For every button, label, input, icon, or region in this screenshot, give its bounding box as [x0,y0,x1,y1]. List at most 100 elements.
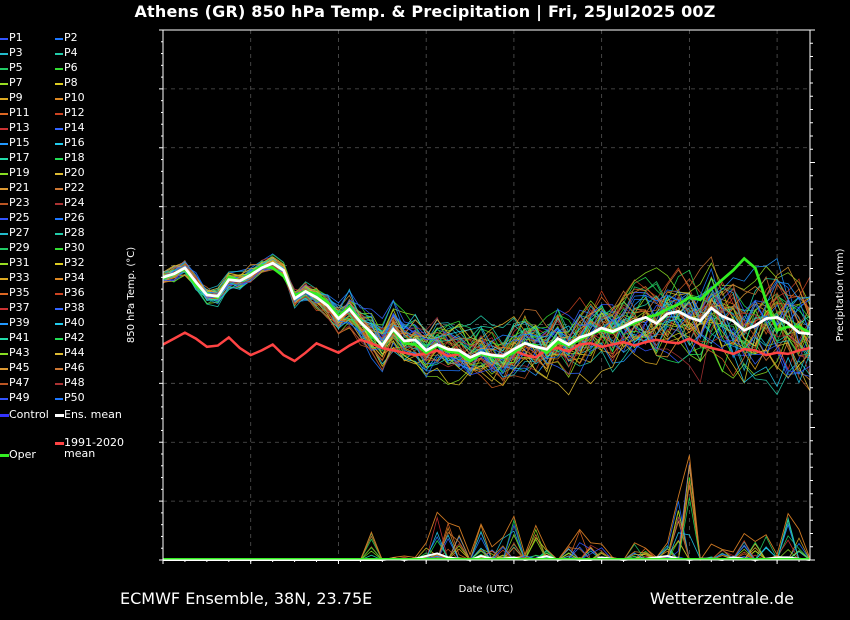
legend-swatch [55,128,63,130]
precip-max-line [163,455,811,562]
legend-swatch [55,323,63,325]
legend-label: P19 [9,166,30,179]
legend-label: P49 [9,391,30,404]
legend-label: P25 [9,211,30,224]
legend-label: P38 [64,301,85,314]
legend-label: P23 [9,196,30,209]
legend-swatch [0,353,8,355]
member-precip-p42 [163,497,811,561]
legend-label: P32 [64,256,85,269]
legend-swatch [55,143,63,145]
legend-label: P9 [9,91,23,104]
legend-swatch [0,383,8,385]
legend-swatch [0,454,9,457]
legend-label: P2 [64,31,78,44]
legend-label: P35 [9,286,30,299]
legend-swatch [55,98,63,100]
legend-label: P1 [9,31,23,44]
legend-swatch [0,53,8,55]
legend-swatch [0,173,8,175]
legend-swatch [0,128,8,130]
legend-label: P50 [64,391,85,404]
x-axis-label: Date (UTC) [459,584,514,595]
legend-label: P11 [9,106,30,119]
legend-swatch [55,203,63,205]
footer-source: ECMWF Ensemble, 38N, 23.75E [120,589,373,608]
legend-label: P27 [9,226,30,239]
legend-label: P47 [9,376,30,389]
legend-swatch [55,368,63,370]
legend-swatch [0,414,9,417]
legend-label: Oper [9,448,36,461]
legend-swatch [0,83,8,85]
legend-swatch [0,398,8,400]
legend-label: P10 [64,91,85,104]
legend-label: P46 [64,361,85,374]
member-line-p45 [162,260,811,370]
legend-swatch [0,68,8,70]
legend-swatch [55,308,63,310]
legend-swatch [55,233,63,235]
legend-label: P7 [9,76,23,89]
legend-swatch [0,278,8,280]
member-line-p46 [162,256,811,366]
legend-swatch [0,38,8,40]
legend-swatch [55,398,63,400]
legend-label: P3 [9,46,23,59]
legend-swatch [55,53,63,55]
legend-label: P26 [64,211,85,224]
legend-label: Ens. mean [64,408,122,421]
legend-label: P37 [9,301,30,314]
member-precip-p6 [163,477,810,561]
legend-swatch [0,98,8,100]
y-axis-label: 850 hPa Temp. (°C) [126,247,137,343]
legend-label: P8 [64,76,78,89]
legend-label: P22 [64,181,85,194]
legend-swatch [0,323,8,325]
legend-label: P31 [9,256,30,269]
legend-swatch [0,233,8,235]
legend-swatch [55,68,63,70]
legend-swatch [55,158,63,160]
legend-swatch [55,188,63,190]
member-line-p40 [162,259,811,388]
legend-swatch [0,113,8,115]
legend-label: P24 [64,196,85,209]
legend-label: P13 [9,121,30,134]
chart-title: Athens (GR) 850 hPa Temp. & Precipitatio… [134,2,716,21]
legend-label: P30 [64,241,85,254]
legend-swatch [0,263,8,265]
legend-swatch [55,248,63,250]
y2-axis-label: Precipitation (mm) [835,248,846,341]
legend-swatch [55,263,63,265]
legend-swatch [55,38,63,40]
legend-label: P12 [64,106,85,119]
legend-swatch [0,308,8,310]
legend-swatch [0,188,8,190]
legend-label: P41 [9,331,30,344]
legend-label: 1991-2020 mean [64,436,124,460]
legend-swatch [0,368,8,370]
legend-label: P33 [9,271,30,284]
legend-label: P28 [64,226,85,239]
footer-site: Wetterzentrale.de [649,589,794,608]
legend-label: P17 [9,151,30,164]
legend-swatch [0,203,8,205]
legend-label: P18 [64,151,85,164]
legend-label: P36 [64,286,85,299]
legend-swatch [55,113,63,115]
legend-label: P45 [9,361,30,374]
legend-swatch [0,293,8,295]
legend-label: P20 [64,166,85,179]
legend-swatch [0,143,8,145]
legend-label: P14 [64,121,85,134]
member-line-p44 [162,257,811,396]
legend-swatch [55,353,63,355]
legend-label: P16 [64,136,85,149]
legend-swatch [55,414,64,417]
legend-label: P6 [64,61,78,74]
legend-label: P29 [9,241,30,254]
legend-swatch [0,338,8,340]
member-line-p49 [162,268,811,376]
